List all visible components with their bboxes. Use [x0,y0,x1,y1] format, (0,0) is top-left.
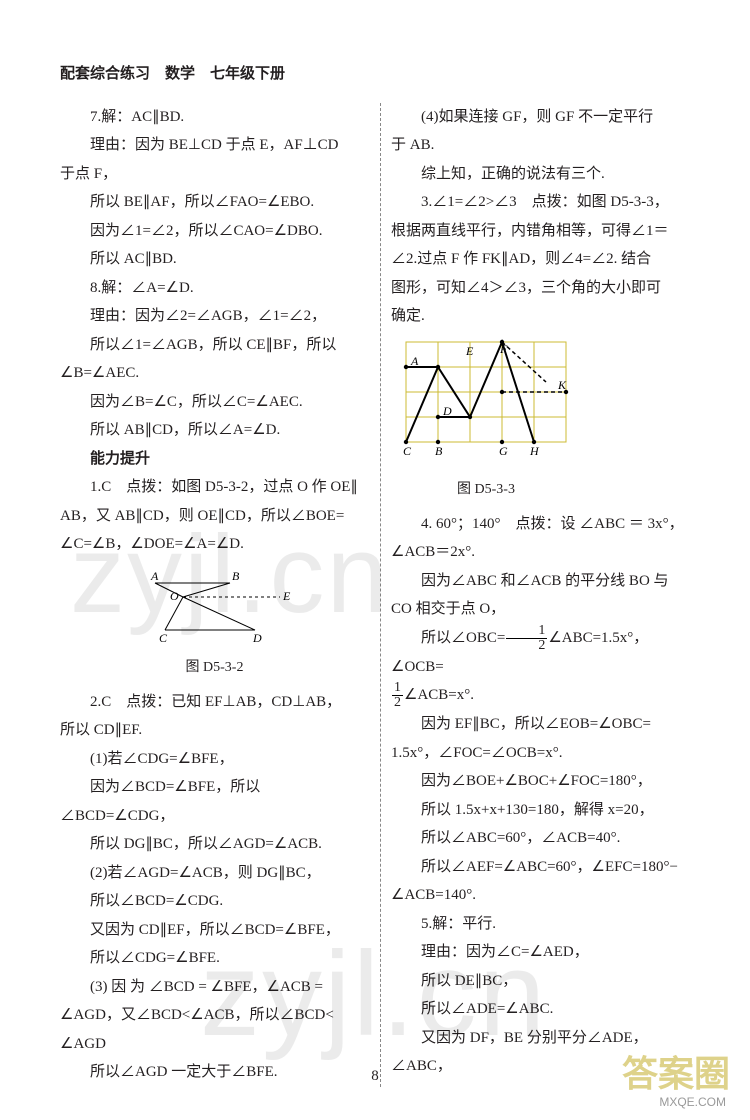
text: 于点 F， [60,160,369,189]
text: 综上知，正确的说法有三个. [391,160,700,189]
fig1-label-D: D [252,631,262,645]
text: 所以∠OBC=12∠ABC=1.5x°，∠OCB= [391,624,700,682]
page-number: 8 [0,1062,750,1091]
text: 12∠ACB=x°. [391,681,700,710]
page-header: 配套综合练习 数学 七年级下册 [60,60,700,89]
text: ∠AGD [60,1030,369,1059]
text: 所以 BE∥AF，所以∠FAO=∠EBO. [60,188,369,217]
left-column: 7.解：AC∥BD. 理由：因为 BE⊥CD 于点 E，AF⊥CD 于点 F， … [60,103,369,1087]
text: 所以∠ADE=∠ABC. [391,995,700,1024]
fig2-label-K: K [557,378,567,392]
content-columns: 7.解：AC∥BD. 理由：因为 BE⊥CD 于点 E，AF⊥CD 于点 F， … [60,103,700,1087]
text: 5.解：平行. [391,910,700,939]
text: 根据两直线平行，内错角相等，可得∠1＝ [391,217,700,246]
watermark-url: MXQE.COM [659,1091,726,1114]
text: ∠ACB=x°. [404,687,474,703]
text: AB，又 AB∥CD，则 OE∥CD，所以∠BOE= [60,502,369,531]
text: ∠C=∠B，∠DOE=∠A=∠D. [60,530,369,559]
fig1-label-E: E [282,589,291,603]
text: 因为 EF∥BC，所以∠EOB=∠OBC= [391,710,700,739]
text: 理由：因为∠C=∠AED， [391,938,700,967]
text: CO 相交于点 O， [391,595,700,624]
text: 因为∠BCD=∠BFE，所以∠BCD=∠CDG， [60,773,369,830]
fig2-label-H: H [529,444,540,458]
section-heading: 能力提升 [60,445,369,474]
text: 所以 CD∥EF. [60,716,369,745]
column-divider [380,103,381,1087]
text: 所以 DE∥BC， [391,967,700,996]
text: 理由：因为 BE⊥CD 于点 E，AF⊥CD [60,131,369,160]
fraction: 12 [392,681,403,710]
text: 因为∠B=∠C，所以∠C=∠AEC. [60,388,369,417]
fig1-label-C: C [159,631,168,645]
text: 3.∠1=∠2>∠3 点拨：如图 D5-3-3， [391,188,700,217]
text: 所以 DG∥BC，所以∠AGD=∠ACB. [60,830,369,859]
text: 因为∠ABC 和∠ACB 的平分线 BO 与 [391,567,700,596]
text: 所以∠ABC=60°，∠ACB=40°. [391,824,700,853]
text: 所以∠1=∠AGB，所以 CE∥BF，所以 [60,331,369,360]
fig1-label-B: B [232,569,240,583]
text: 因为∠1=∠2，所以∠CAO=∠DBO. [60,217,369,246]
text: 1.C 点拨：如图 D5-3-2，过点 O 作 OE∥ [60,473,369,502]
fig2-label-E: E [465,344,474,358]
text: 所以∠BCD=∠CDG. [60,887,369,916]
text: 所以∠AEF=∠ABC=60°，∠EFC=180°− [391,853,700,882]
fig1-label-A: A [150,569,159,583]
figure-d5-3-2: A B O E C D 图 D5-3-2 [60,565,369,682]
text: ∠B=∠AEC. [60,359,369,388]
text: 所以∠CDG=∠BFE. [60,944,369,973]
text: (3) 因 为 ∠BCD = ∠BFE，∠ACB = [60,973,369,1002]
text: 所以 AC∥BD. [60,245,369,274]
text: 7.解：AC∥BD. [60,103,369,132]
text: 于 AB. [391,131,700,160]
text: 图形，可知∠4＞∠3，三个角的大小即可 [391,274,700,303]
text: ∠AGD，又∠BCD<∠ACB，所以∠BCD< [60,1001,369,1030]
fig1-label-O: O [170,589,179,603]
text: (4)如果连接 GF，则 GF 不一定平行 [391,103,700,132]
fig2-label-F: F [499,342,508,356]
text: 所以∠OBC= [421,630,505,646]
text: 4. 60°；140° 点拨：设 ∠ABC ＝ 3x°， [391,510,700,539]
text: 1.5x°，∠FOC=∠OCB=x°. [391,739,700,768]
fig2-label-G: G [499,444,508,458]
fig2-label-B: B [435,444,443,458]
fig1-caption: 图 D5-3-2 [60,655,369,682]
text: 因为∠BOE+∠BOC+∠FOC=180°， [391,767,700,796]
text: 所以 1.5x+x+130=180，解得 x=20， [391,796,700,825]
fig2-label-A: A [410,354,419,368]
figure-d5-3-3: A E F D K C B G H 图 D5-3-3 [391,337,700,504]
text: 确定. [391,302,700,331]
right-column: (4)如果连接 GF，则 GF 不一定平行 于 AB. 综上知，正确的说法有三个… [391,103,700,1087]
text: 2.C 点拨：已知 EF⊥AB，CD⊥AB， [60,688,369,717]
text: (1)若∠CDG=∠BFE， [60,745,369,774]
fig2-label-D: D [442,404,452,418]
fraction: 12 [506,624,547,653]
text: 8.解：∠A=∠D. [60,274,369,303]
text: (2)若∠AGD=∠ACB，则 DG∥BC， [60,859,369,888]
fig2-caption: 图 D5-3-3 [401,477,571,504]
text: ∠ACB=140°. [391,881,700,910]
text: 所以 AB∥CD，所以∠A=∠D. [60,416,369,445]
text: ∠2.过点 F 作 FK∥AD，则∠4=∠2. 结合 [391,245,700,274]
text: 又因为 CD∥EF，所以∠BCD=∠BFE， [60,916,369,945]
text: 理由：因为∠2=∠AGB，∠1=∠2， [60,302,369,331]
text: ∠ACB＝2x°. [391,538,700,567]
fig2-label-C: C [403,444,412,458]
